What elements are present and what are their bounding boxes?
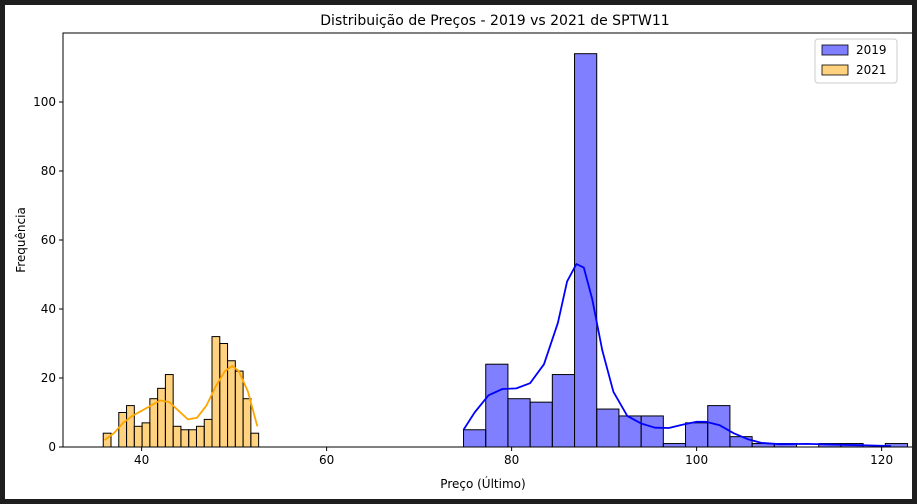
bar-2019-8 — [640, 415, 664, 448]
bar-2019-7 — [618, 415, 642, 448]
bar-2021-15 — [219, 343, 229, 448]
bar-2021-16 — [227, 360, 236, 448]
bar-2019-3 — [529, 401, 553, 448]
y-tick-label-60: 60 — [41, 233, 56, 247]
legend-label-2019: 2019 — [856, 43, 887, 57]
bar-2019-4 — [551, 374, 576, 448]
bar-2019-10 — [685, 422, 709, 448]
chart-title: Distribuição de Preços - 2019 vs 2021 de… — [320, 13, 669, 29]
bar-2021-18 — [242, 398, 252, 448]
bar-2021-2 — [118, 412, 128, 448]
legend-swatch-2019 — [821, 44, 849, 56]
bar-2019-5 — [574, 53, 598, 448]
y-tick-label-40: 40 — [41, 302, 56, 316]
y-tick-label-0: 0 — [48, 440, 56, 454]
bars-2019 — [463, 53, 909, 448]
y-tick-label-80: 80 — [41, 164, 56, 178]
bar-2021-19 — [250, 432, 260, 448]
bar-2021-10 — [180, 429, 190, 448]
kde-line-2019 — [462, 263, 891, 447]
bar-2019-2 — [507, 398, 531, 448]
legend-label-2021: 2021 — [856, 63, 887, 77]
bar-2021-11 — [188, 429, 197, 448]
x-axis-label: Preço (Último) — [440, 476, 525, 491]
bar-2021-3 — [126, 405, 135, 448]
y-tick-label-20: 20 — [41, 371, 56, 385]
bar-2021-7 — [157, 387, 166, 448]
bar-2019-11 — [707, 405, 731, 448]
kde-line-2021 — [104, 364, 259, 441]
bar-2021-4 — [133, 425, 143, 448]
figure: Distribuição de Preços - 2019 vs 2021 de… — [5, 5, 915, 499]
x-tick-label-100: 100 — [685, 453, 708, 467]
bar-2021-12 — [195, 425, 205, 448]
kde-curves — [104, 263, 891, 447]
bar-2021-8 — [164, 374, 174, 448]
y-tick-label-100: 100 — [33, 95, 56, 109]
bar-2019-9 — [662, 443, 687, 448]
bar-2021-17 — [234, 370, 244, 448]
x-tick-label-40: 40 — [134, 453, 149, 467]
bar-2021-13 — [203, 418, 213, 448]
y-axis-ticks: 0 20 40 60 80 100 — [33, 95, 63, 454]
x-tick-label-60: 60 — [319, 453, 334, 467]
bar-2021-5 — [141, 422, 151, 448]
y-axis-label: Frequência — [14, 207, 28, 273]
bar-2021-9 — [172, 425, 182, 448]
x-axis-ticks: 40 60 80 100 120 — [134, 447, 893, 467]
bar-2019-0 — [463, 429, 487, 448]
x-tick-label-80: 80 — [504, 453, 519, 467]
chart: Distribuição de Preços - 2019 vs 2021 de… — [14, 13, 915, 491]
bar-2019-1 — [485, 363, 509, 448]
bars-2021 — [102, 336, 260, 448]
legend-swatch-2021 — [821, 64, 849, 76]
x-tick-label-120: 120 — [870, 453, 893, 467]
bar-2019-6 — [596, 408, 620, 448]
legend: 2019 2021 — [814, 38, 898, 84]
bar-2019-12 — [729, 436, 753, 448]
